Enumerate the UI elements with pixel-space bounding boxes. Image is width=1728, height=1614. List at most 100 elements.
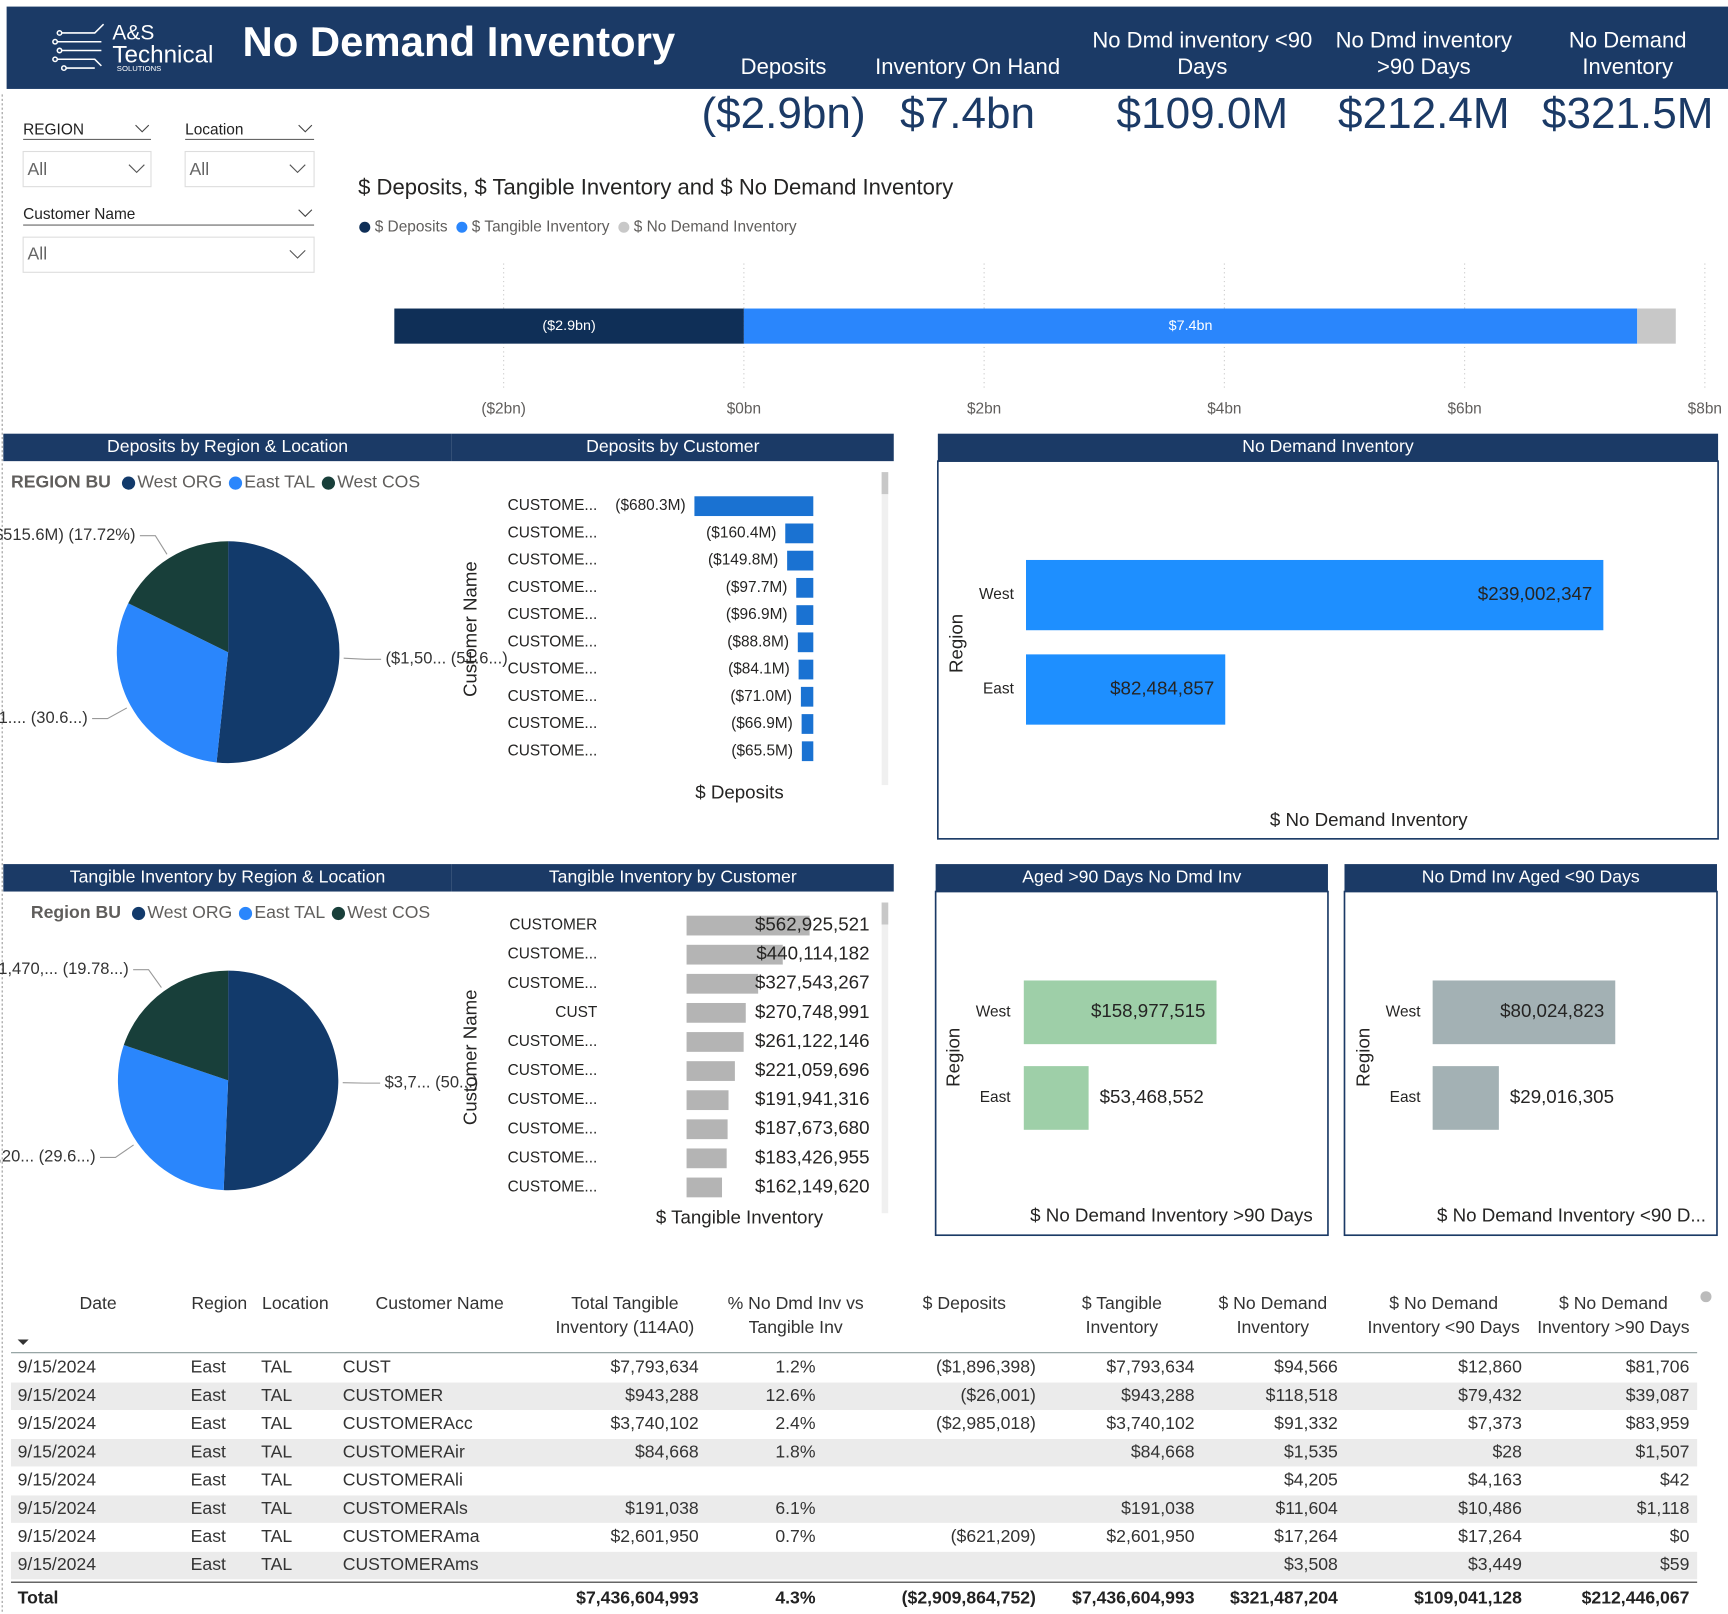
legend-title: Region BU xyxy=(31,902,121,922)
table-cell: ($1,896,398) xyxy=(936,1357,1036,1377)
table-cell: TAL xyxy=(261,1413,292,1433)
filter-value: All xyxy=(28,159,48,179)
table-cell: 1.2% xyxy=(775,1357,816,1377)
data-label: $162,149,620 xyxy=(755,1175,870,1196)
row-band xyxy=(11,1382,1698,1410)
table-cell: CUSTOMERAli xyxy=(343,1470,463,1490)
data-label: ($149.8M) xyxy=(708,552,778,569)
table-cell: $7,793,634 xyxy=(1106,1357,1194,1377)
column-header: Date xyxy=(79,1293,116,1313)
table-cell: CUSTOMERAls xyxy=(343,1498,468,1518)
table-cell: $59 xyxy=(1660,1554,1689,1574)
pie-slice xyxy=(128,541,229,653)
panel-title-bar xyxy=(451,864,894,892)
kpi-label: Deposits xyxy=(741,54,827,79)
leader-line xyxy=(99,1144,134,1158)
table-cell: CUSTOMERAms xyxy=(343,1554,479,1574)
column-header: Inventory (114A0) xyxy=(555,1317,694,1337)
column-header: Inventory xyxy=(1086,1317,1159,1337)
bar xyxy=(796,577,814,598)
bar xyxy=(1026,559,1604,631)
node xyxy=(56,29,63,36)
table-cell: $2,601,950 xyxy=(610,1526,698,1546)
table-cell: $1,535 xyxy=(1284,1441,1338,1461)
table-cell: East xyxy=(191,1526,226,1546)
filter-region[interactable]: REGION All xyxy=(22,122,152,188)
data-label: $1,470,... (19.78...) xyxy=(0,960,129,978)
table-cell: 9/15/2024 xyxy=(18,1357,97,1377)
filter-value: All xyxy=(28,243,48,263)
filter-customer[interactable]: Customer Name All xyxy=(22,206,315,273)
table-cell: $191,038 xyxy=(1121,1498,1195,1518)
filter-label: REGION xyxy=(23,122,84,139)
column-header: Total Tangible xyxy=(571,1293,678,1313)
bar xyxy=(1023,980,1217,1045)
table-cell: 12.6% xyxy=(766,1385,816,1405)
legend-dot xyxy=(321,476,336,490)
kpi-label: Days xyxy=(1177,54,1227,79)
chevron xyxy=(128,164,145,174)
table-cell: $81,706 xyxy=(1626,1357,1690,1377)
panel-title-bar xyxy=(937,433,1719,462)
scroll-dot xyxy=(1700,1291,1712,1303)
panel-title-bar xyxy=(451,433,894,462)
y-tick-label: East xyxy=(983,681,1015,698)
y-tick-label: CUSTOMER xyxy=(509,917,597,934)
x-axis-label: $ No Demand Inventory xyxy=(1270,809,1468,830)
data-label: $2,20... (29.6...) xyxy=(0,1148,96,1166)
table-cell: CUST xyxy=(343,1357,391,1377)
page-title: No Demand Inventory xyxy=(242,18,676,65)
bar xyxy=(797,632,814,653)
table-cell: $0 xyxy=(1670,1526,1690,1546)
table-cell: $10,486 xyxy=(1458,1498,1522,1518)
data-label: $80,024,823 xyxy=(1500,1000,1604,1021)
y-tick-label: CUSTOME... xyxy=(508,1033,598,1050)
data-label: $82,484,857 xyxy=(1110,677,1214,698)
dropdown[interactable] xyxy=(22,150,152,188)
y-tick-label: CUSTOME... xyxy=(508,1149,598,1166)
table-cell: 9/15/2024 xyxy=(18,1498,97,1518)
y-axis-label: Region xyxy=(942,1028,963,1087)
bar xyxy=(798,659,814,680)
kpi-value: $212.4M xyxy=(1338,89,1510,138)
kpi-label: Inventory On Hand xyxy=(875,54,1060,79)
table-cell: East xyxy=(191,1413,226,1433)
data-label: $327,543,267 xyxy=(755,972,870,993)
leader-line xyxy=(343,657,382,660)
column-header: Location xyxy=(262,1293,329,1313)
column-header: $ No Demand xyxy=(1559,1293,1668,1313)
legend-dot xyxy=(121,476,136,490)
table-cell: 9/15/2024 xyxy=(18,1385,97,1405)
legend-dot xyxy=(359,221,371,233)
bar xyxy=(686,1090,729,1111)
filter-location[interactable]: Location All xyxy=(184,122,315,188)
pie-slice xyxy=(117,1044,229,1191)
data-label: $270,748,991 xyxy=(755,1001,870,1022)
kpi-value: $109.0M xyxy=(1117,89,1289,138)
table-cell: $42 xyxy=(1660,1470,1689,1490)
bar-segment xyxy=(394,308,744,344)
x-tick-label: $2bn xyxy=(967,401,1001,418)
x-tick-label: $4bn xyxy=(1207,401,1241,418)
dropdown[interactable] xyxy=(184,150,315,188)
pie-slice xyxy=(216,541,340,764)
bar-segment xyxy=(1637,308,1676,344)
y-tick-label: CUSTOME... xyxy=(508,552,598,569)
total-cell: $109,041,128 xyxy=(1414,1587,1522,1607)
data-label: $53,468,552 xyxy=(1100,1086,1204,1107)
chevron xyxy=(135,124,150,133)
bar xyxy=(686,1002,746,1023)
x-axis-label: $ Deposits xyxy=(695,782,783,803)
panel-title: No Demand Inventory xyxy=(1242,436,1414,456)
y-tick-label: East xyxy=(980,1089,1012,1106)
data-label: ($65.5M) xyxy=(731,742,793,759)
y-tick-label: CUSTOME... xyxy=(508,1179,598,1196)
kpi-label: Inventory xyxy=(1582,54,1673,79)
dropdown[interactable] xyxy=(22,236,315,273)
table-cell: 9/15/2024 xyxy=(18,1441,97,1461)
panel-border xyxy=(934,890,1329,1237)
table-cell: $2,601,950 xyxy=(1106,1526,1194,1546)
panel-title: Aged >90 Days No Dmd Inv xyxy=(1022,866,1241,886)
bar xyxy=(800,686,814,707)
